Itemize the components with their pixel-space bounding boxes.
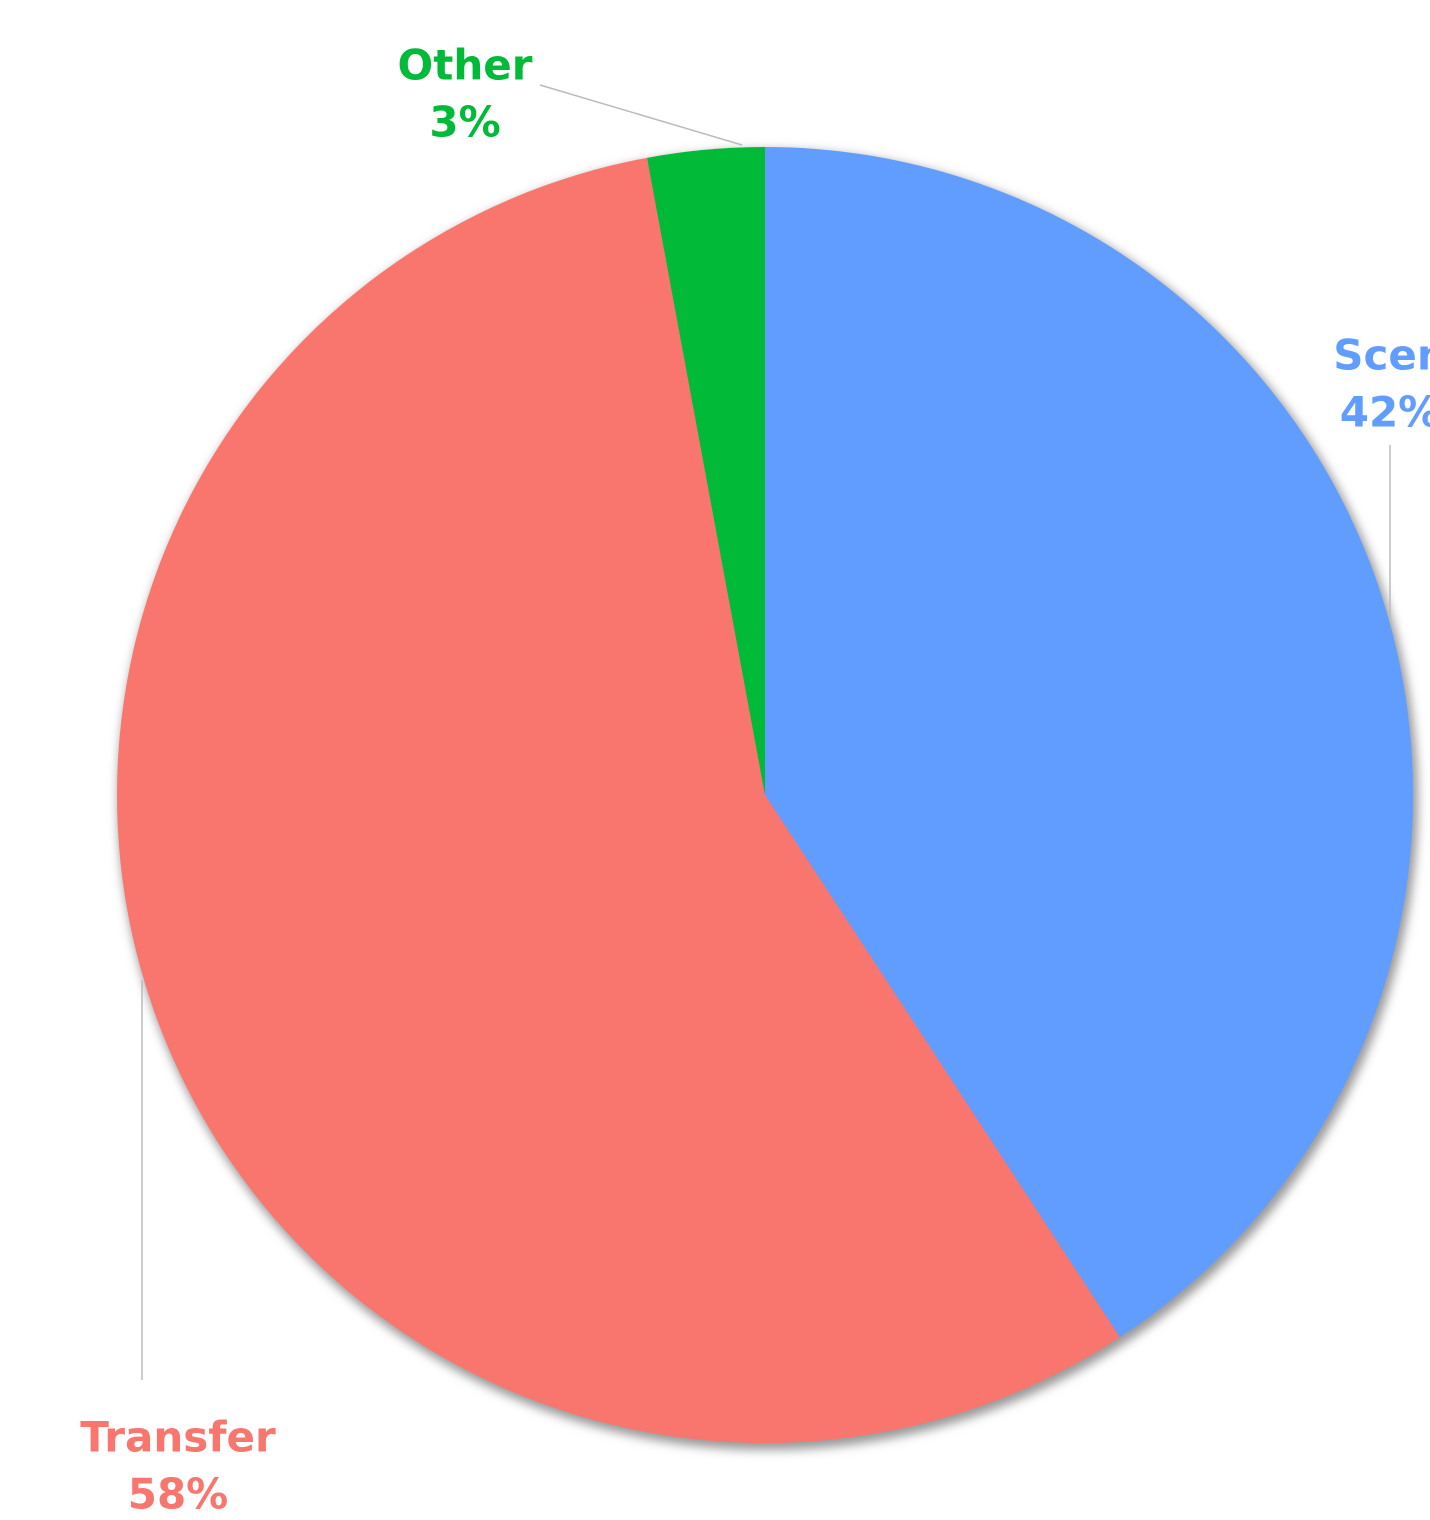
labels: Scen 42% Transfer 58% Other 3% xyxy=(80,41,1430,1519)
pie-slice xyxy=(765,147,1413,1338)
pie-slice xyxy=(647,147,765,795)
slice-label: Transfer xyxy=(80,1413,276,1462)
leader-line xyxy=(539,84,743,146)
pie-slice xyxy=(116,157,1120,1444)
slice-percent: 58% xyxy=(128,1470,229,1519)
slice-percent: 42% xyxy=(1340,388,1430,437)
slice-percent: 3% xyxy=(429,98,500,147)
slice-label: Other xyxy=(398,41,533,90)
slices xyxy=(116,147,1413,1444)
slice-label: Scen xyxy=(1333,331,1430,380)
